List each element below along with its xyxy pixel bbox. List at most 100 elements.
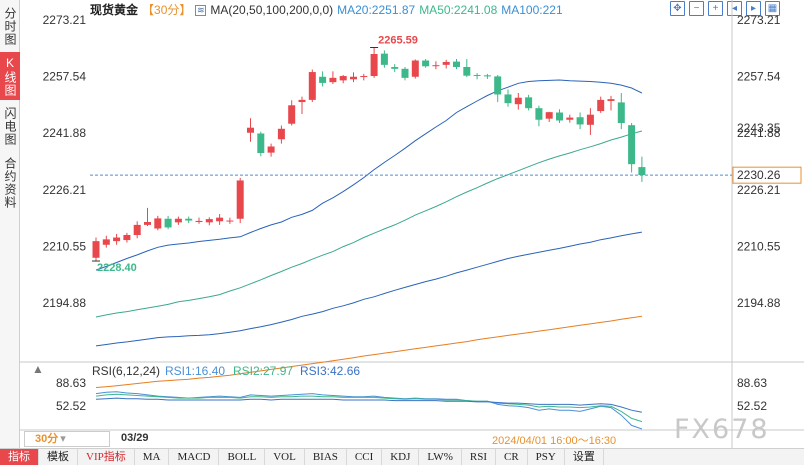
candle-body: [195, 220, 203, 222]
chart-header: 现货黄金 【30分】 ≋ MA(20,50,100,200,0,0) MA20:2251…: [22, 0, 732, 20]
candle-body: [267, 146, 275, 153]
candle-body: [432, 65, 440, 67]
candle-body: [288, 105, 296, 124]
ma20-line: [95, 79, 643, 271]
candle-body: [329, 77, 337, 83]
instrument-title: 现货黄金: [90, 3, 139, 17]
candle-body: [257, 133, 265, 153]
rsi-line-2: [95, 393, 643, 423]
rsi-axis-right: 52.52: [737, 399, 767, 413]
ma50-value: MA50:2241.08: [419, 3, 498, 17]
candle-body: [123, 235, 131, 241]
candle-body: [617, 102, 625, 124]
indicator-tab-6[interactable]: VOL: [265, 449, 305, 465]
candle-body: [216, 217, 224, 222]
time-range-label: 2024/04/01 16:00～16:30: [492, 435, 617, 447]
candle-body: [380, 53, 388, 65]
indicator-tab-12[interactable]: CR: [496, 449, 528, 465]
indicator-toolbar: 指标 模板 VIP指标 MA MACD BOLL VOL BIAS CCI KDJ LW% RSI CR…: [0, 448, 804, 465]
zoom-out-icon[interactable]: −: [689, 1, 704, 16]
indicator-tab-10[interactable]: LW%: [419, 449, 462, 465]
upper-price-marker: 2243.35: [737, 121, 781, 135]
price-label-left: 2241.88: [43, 126, 87, 140]
candle-body: [339, 76, 347, 81]
indicator-tab-5[interactable]: BOLL: [219, 449, 266, 465]
price-label-right: 2194.88: [737, 296, 781, 310]
left-icon[interactable]: ◂: [727, 1, 742, 16]
candle-body: [236, 180, 244, 219]
candle-body: [535, 108, 543, 120]
candle-body: [308, 72, 316, 100]
rsi-label: RSI(6,12,24): [92, 364, 160, 378]
rsi1-value: RSI1:16.40: [165, 364, 225, 378]
price-label-left: 2226.21: [43, 183, 87, 197]
indicator-tab-3[interactable]: MA: [135, 449, 170, 465]
candle-body: [566, 117, 574, 120]
indicator-tab-0[interactable]: 指标: [0, 449, 39, 465]
ma50-line: [95, 130, 643, 318]
candle-body: [205, 219, 213, 223]
candle-body: [391, 67, 399, 69]
chevron-down-icon: ▾: [60, 433, 66, 445]
price-label-right: 2210.55: [737, 239, 781, 253]
zoom-in-icon[interactable]: +: [708, 1, 723, 16]
price-label-right: 2273.21: [737, 13, 781, 27]
indicator-tab-9[interactable]: KDJ: [382, 449, 420, 465]
price-label-left: 2273.21: [43, 13, 87, 27]
chart-toolbar: ✥ − + ◂ ▸ ▦: [670, 1, 800, 19]
candle-body: [401, 68, 409, 78]
rsi-axis-left: 52.52: [56, 399, 86, 413]
ma-params: MA(20,50,100,200,0,0): [210, 3, 334, 17]
period-label: 【30分】: [142, 3, 192, 17]
indicator-tab-14[interactable]: 设置: [565, 449, 604, 465]
candle-body: [370, 53, 378, 77]
indicator-tab-4[interactable]: MACD: [169, 449, 220, 465]
left-tab-1[interactable]: K线图: [0, 52, 20, 100]
price-label-right: 2257.54: [737, 70, 781, 84]
candle-body: [185, 218, 193, 221]
grid-icon[interactable]: ▦: [765, 1, 780, 16]
candle-body: [133, 224, 141, 236]
ma-toggle-icon[interactable]: ≋: [195, 5, 207, 17]
current-price-box: [732, 166, 802, 184]
indicator-tab-8[interactable]: CCI: [347, 449, 383, 465]
left-tab-0[interactable]: 分时图: [3, 6, 17, 46]
ma200-line: [95, 315, 642, 388]
indicator-tab-13[interactable]: PSY: [528, 449, 565, 465]
candle-body: [607, 99, 615, 101]
right-icon[interactable]: ▸: [746, 1, 761, 16]
candle-body: [494, 76, 502, 95]
candle-body: [113, 237, 121, 242]
period-dropdown-value: 30分: [35, 433, 59, 445]
candle-body: [597, 99, 605, 112]
candle-body: [144, 221, 151, 225]
candle-body: [92, 241, 100, 258]
price-label-right: 2241.88: [737, 126, 781, 140]
price-chart[interactable]: 2273.21 2273.21 2257.54 2257.54 2241.88 2241.…: [0, 0, 804, 448]
low-price-label: 2228.40: [97, 262, 137, 274]
left-tab-3[interactable]: 合约资料: [3, 157, 17, 209]
indicator-tab-1[interactable]: 模板: [39, 449, 78, 465]
candle-body: [556, 112, 563, 121]
period-dropdown[interactable]: 30分 ▾: [24, 431, 110, 447]
candle-body: [473, 74, 481, 76]
rsi2-value: RSI2:27.97: [233, 364, 293, 378]
indicator-tab-11[interactable]: RSI: [462, 449, 496, 465]
candle-body: [483, 75, 491, 77]
move-icon[interactable]: ✥: [670, 1, 685, 16]
candle-body: [350, 76, 357, 80]
rsi-line-3: [95, 397, 642, 413]
indicator-tab-7[interactable]: BIAS: [305, 449, 347, 465]
high-price-label: 2265.59: [378, 34, 418, 46]
current-price-marker: 2230.26: [737, 168, 781, 182]
candle-body: [102, 239, 110, 245]
view-tabs: 分时图 K线图闪电图合约资料: [0, 0, 20, 448]
candle-body: [411, 60, 419, 77]
candle-body: [174, 218, 182, 223]
indicator-tab-2[interactable]: VIP指标: [78, 449, 135, 465]
candle-body: [586, 114, 594, 125]
left-tab-2[interactable]: 闪电图: [3, 106, 17, 146]
candle-body: [442, 61, 450, 65]
ma100-value: MA100:221: [501, 3, 563, 17]
